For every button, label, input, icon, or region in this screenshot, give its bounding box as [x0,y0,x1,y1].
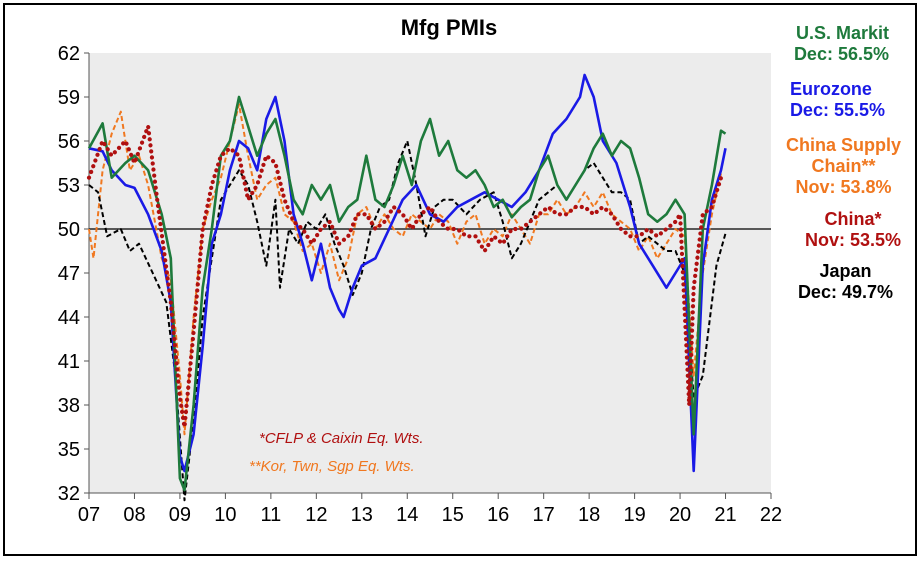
x-tick-label: 19 [623,504,645,526]
y-tick-label: 59 [58,87,80,109]
y-tick-label: 62 [58,43,80,65]
y-tick-label: 35 [58,439,80,461]
x-tick-label: 07 [78,504,100,526]
x-tick-label: 08 [123,504,145,526]
y-tick-label: 44 [58,307,80,329]
x-tick-label: 15 [442,504,464,526]
legend-china-name: China* [824,209,882,229]
legend-us-markit: U.S. Markit Dec: 56.5% [794,23,889,65]
legend-china-supply-chain-value: Nov: 53.8% [795,177,892,197]
note-china-weights: *CFLP & Caixin Eq. Wts. [259,430,424,447]
x-tick-label: 17 [533,504,555,526]
legend-china-supply-chain: China Supply Chain** Nov: 53.8% [786,135,901,198]
x-tick-label: 09 [169,504,191,526]
y-tick-label: 41 [58,351,80,373]
y-tick-label: 38 [58,395,80,417]
x-tick-label: 18 [578,504,600,526]
legend-china-supply-chain-name-2: Chain** [811,156,876,176]
y-tick-label: 56 [58,131,80,153]
series-line-china [86,124,724,430]
legend-eurozone-name: Eurozone [789,79,872,99]
legend-us-markit-value: Dec: 56.5% [793,44,889,64]
legend-eurozone-value: Dec: 55.5% [789,100,885,120]
legend-japan: Japan Dec: 49.7% [798,261,893,303]
y-tick-label: 32 [58,483,80,505]
x-tick-label: 22 [760,504,782,526]
x-tick-label: 11 [260,504,281,526]
legend-eurozone: Eurozone Dec: 55.5% [790,79,885,121]
legend-china-value: Nov: 53.5% [804,230,901,250]
x-tick-label: 10 [214,504,236,526]
y-tick-label: 53 [58,175,80,197]
legend-us-markit-name: U.S. Markit [795,23,889,43]
x-tick-label: 20 [669,504,691,526]
axes: 32 35 38 41 44 47 50 53 56 59 62 07 08 09 10 11 12 13 14 15… [58,43,782,526]
chart-title: Mfg PMIs [401,15,498,40]
series-line-u-s-markit [87,95,727,492]
legend-china: China* Nov: 53.5% [805,209,901,251]
pmi-chart: Mfg PMIs 32 35 38 41 44 47 50 53 56 59 62 07 08 09 10 1… [58,15,782,526]
x-tick-label: 16 [487,504,509,526]
series-layer [86,73,727,502]
legend-japan-value: Dec: 49.7% [797,282,893,302]
x-tick-label: 14 [396,504,418,526]
x-tick-label: 21 [714,504,736,526]
legend-japan-name: Japan [819,261,872,281]
series-line-eurozone [88,73,727,473]
x-tick-label: 13 [351,504,373,526]
note-supply-chain-weights: **Kor, Twn, Sgp Eq. Wts. [249,458,415,475]
chart-frame: Mfg PMIs 32 35 38 41 44 47 50 53 56 59 62 07 08 09 10 1… [3,3,917,556]
legend-china-supply-chain-name: China Supply [785,135,901,155]
y-tick-label: 47 [58,263,80,285]
y-tick-label: 50 [58,219,80,241]
x-tick-label: 12 [305,504,327,526]
